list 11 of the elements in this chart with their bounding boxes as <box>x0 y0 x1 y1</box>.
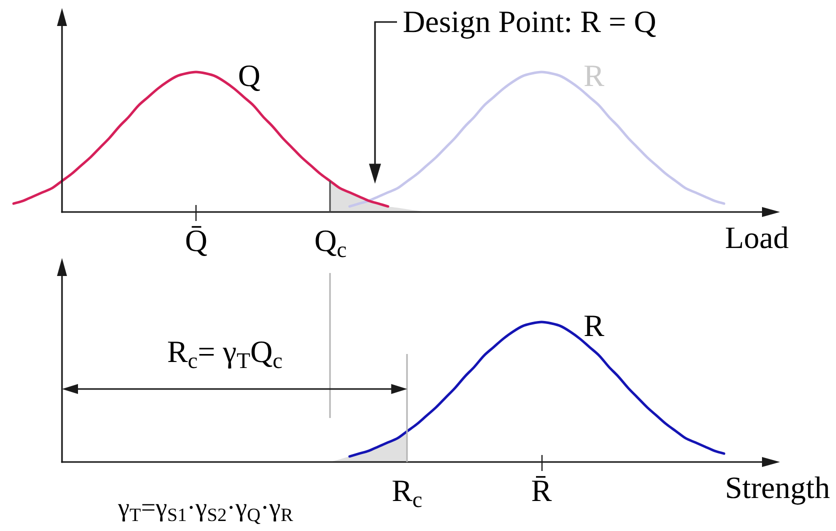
x-axis-title: Strength <box>725 470 830 505</box>
x-axis-title: Load <box>725 220 789 255</box>
text: γ$_{T}$=γ$_{S1}$·γ$_{S2}$·γ$_{Q}$·γ$_{R}$ <box>118 493 294 526</box>
x-tick-label: Q̄ <box>185 223 208 258</box>
text: Design Point: R = Q <box>402 4 656 39</box>
x-tick-label: R$_{c}$ <box>392 473 422 512</box>
series-label: Q <box>238 58 260 94</box>
x-tick-label: R̄ <box>531 473 552 508</box>
x-tick-label: Q$_{c}$ <box>314 223 347 262</box>
series-label: R <box>584 308 604 344</box>
annotation: R$_{c}$= γ$_{T}$Q$_{c}$ <box>167 334 283 374</box>
